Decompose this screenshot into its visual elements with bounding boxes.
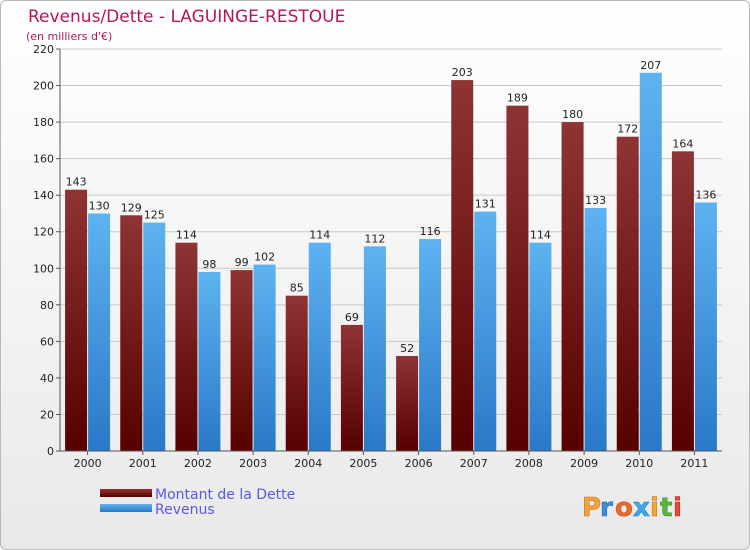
bars [65,72,717,452]
svg-text:i: i [673,493,682,523]
legend-swatch-dette [100,489,152,497]
x-tick-label: 2007 [460,457,488,470]
svg-text:o: o [615,493,633,523]
legend-swatch-revenus [100,504,152,512]
y-axis: 0 20 40 60 80 100 120 140 160 180 200 220 [33,43,61,458]
x-tick-label: 2001 [129,457,157,470]
data-label-dette-2001: 129 [121,201,142,214]
svg-text:r: r [600,493,613,523]
y-tick-label: 60 [40,335,54,348]
bar-revenus-2001 [143,222,166,451]
bar-dette-2005 [340,324,363,451]
x-axis: 2000 2001 2002 2003 2004 2005 2006 2007 2008 2009… [60,450,722,470]
y-tick-label: 180 [33,116,54,129]
y-tick-label: 40 [40,372,54,385]
chart-subtitle: (en milliers d'€) [26,30,112,43]
bar-dette-2002 [175,242,198,451]
bar-revenus-2004 [308,242,331,451]
x-tick-label: 2010 [625,457,653,470]
y-tick-label: 100 [33,262,54,275]
bar-revenus-2010 [639,72,662,451]
x-tick-label: 2003 [239,457,267,470]
data-label-revenus-2007: 131 [475,198,496,211]
y-tick-label: 120 [33,226,54,239]
data-label-dette-2004: 85 [290,282,304,295]
data-label-revenus-2002: 98 [202,258,216,271]
y-tick-label: 20 [40,408,54,421]
y-tick-label: 140 [33,189,54,202]
y-tick-label: 220 [33,43,54,56]
x-tick-label: 2000 [74,457,102,470]
x-tick-label: 2008 [515,457,543,470]
bar-revenus-2000 [88,213,111,451]
data-label-dette-2011: 164 [672,137,693,150]
x-tick-label: 2011 [680,457,708,470]
y-tick-label: 200 [33,80,54,93]
legend: Montant de la Dette Revenus [100,487,295,518]
x-tick-label: 2002 [184,457,212,470]
data-label-revenus-2003: 102 [254,251,275,264]
bar-dette-2010 [616,136,639,451]
data-label-revenus-2004: 114 [309,229,330,242]
data-label-revenus-2001: 125 [144,209,165,222]
data-label-dette-2003: 99 [235,256,249,269]
bar-dette-2006 [396,355,419,451]
svg-text:x: x [633,493,650,523]
bar-dette-2011 [671,151,694,451]
data-label-revenus-2011: 136 [695,188,716,201]
bar-revenus-2003 [253,264,276,451]
x-tick-label: 2006 [405,457,433,470]
data-label-revenus-2005: 112 [364,232,385,245]
bar-dette-2003 [230,270,253,451]
proxiti-logo: P r o x i t i [582,493,683,524]
data-label-dette-2002: 114 [176,229,197,242]
x-tick-label: 2009 [570,457,598,470]
bar-revenus-2006 [419,239,442,451]
data-label-revenus-2008: 114 [530,229,551,242]
data-label-dette-2010: 172 [617,123,638,136]
bar-dette-2009 [561,122,584,451]
data-label-dette-2000: 143 [66,176,87,189]
x-tick-label: 2005 [349,457,377,470]
svg-text:i: i [650,493,659,523]
data-label-revenus-2009: 133 [585,194,606,207]
svg-text:t: t [660,493,672,523]
x-tick-label: 2004 [294,457,322,470]
data-label-dette-2007: 203 [452,66,473,79]
data-label-dette-2008: 189 [507,92,528,105]
legend-label-dette: Montant de la Dette [155,487,295,503]
chart-title: Revenus/Dette - LAGUINGE-RESTOUE [28,7,345,27]
bar-dette-2001 [120,215,143,451]
data-label-dette-2005: 69 [345,311,359,324]
y-tick-label: 80 [40,299,54,312]
data-label-revenus-2010: 207 [640,59,661,72]
bar-dette-2008 [506,105,529,452]
svg-text:P: P [582,493,601,523]
bar-revenus-2008 [529,242,552,451]
bar-revenus-2011 [694,202,717,451]
data-label-revenus-2000: 130 [89,199,110,212]
data-label-dette-2006: 52 [400,342,414,355]
bar-revenus-2005 [363,246,386,451]
legend-label-revenus: Revenus [155,502,215,518]
bar-dette-2004 [285,295,308,451]
bar-revenus-2007 [474,211,497,451]
bar-revenus-2009 [584,207,607,451]
data-label-dette-2009: 180 [562,108,583,121]
data-label-revenus-2006: 116 [420,225,441,238]
y-tick-label: 160 [33,153,54,166]
bar-revenus-2002 [198,271,221,451]
bar-dette-2000 [65,189,88,451]
bar-dette-2007 [451,80,474,452]
y-tick-label: 0 [47,445,54,458]
